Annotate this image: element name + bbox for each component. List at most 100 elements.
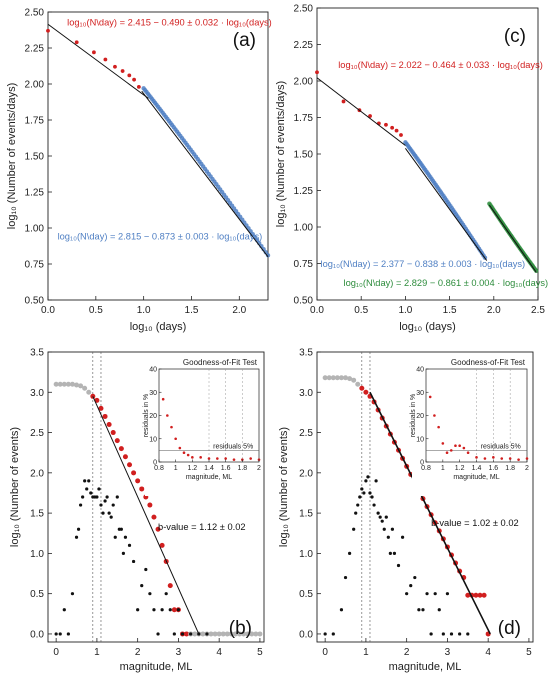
- residual-point: [466, 451, 470, 455]
- plot-frame: [316, 351, 534, 643]
- noncumulative-point: [180, 632, 185, 636]
- y-tick-label: 3.5: [299, 348, 313, 359]
- x-tick-label: 2.0: [232, 305, 246, 316]
- noncumulative-point: [358, 495, 362, 499]
- cumulative-point: [208, 631, 214, 637]
- residual-point: [178, 446, 182, 450]
- noncumulative-point: [343, 575, 348, 580]
- fit-equation: log₁₀(N\day) = 2.415 − 0.490 ± 0.032 · l…: [67, 18, 272, 28]
- y-tick-label: 1.25: [294, 186, 314, 197]
- cumulative-point: [155, 526, 161, 532]
- data-point: [534, 268, 539, 273]
- cumulative-point: [355, 381, 361, 387]
- noncumulative-point: [164, 592, 168, 596]
- residual-point: [441, 442, 445, 445]
- fit-equation: log₁₀(N\day) = 2.377 − 0.838 ± 0.003 · l…: [321, 259, 526, 269]
- cumulative-point: [347, 376, 353, 382]
- noncumulative-point: [433, 592, 437, 596]
- noncumulative-point: [323, 632, 327, 636]
- inset-x-tick-label: 1.8: [505, 465, 515, 472]
- fit-line: [141, 90, 269, 258]
- noncumulative-point: [87, 479, 91, 483]
- inset-x-tick-label: 0.8: [421, 465, 431, 472]
- y-tick-label: 0.5: [30, 589, 44, 600]
- panel-b: 0 1 2 3 4 5 0.0 0.5 1.0 1.5 2.0 2.5 3.0 3.5 b-value = …: [9, 348, 265, 673]
- inset-x-tick-label: 1.2: [455, 465, 465, 472]
- y-tick-label: 2.50: [25, 8, 45, 19]
- y-tick-label: 2.00: [294, 77, 314, 88]
- residual-point: [525, 457, 529, 460]
- cumulative-point: [253, 631, 259, 637]
- inset-x-label: magnitude, ML: [453, 474, 499, 481]
- plot-frame: [47, 11, 269, 301]
- cumulative-point: [330, 375, 336, 381]
- inset-x-tick-label: 1.4: [204, 465, 214, 472]
- cumulative-point: [359, 385, 365, 391]
- noncumulative-point: [360, 487, 364, 491]
- noncumulative-point: [107, 511, 111, 515]
- y-tick-label: 2.0: [30, 468, 44, 479]
- fit-equation: log₁₀(N\day) = 2.829 − 0.861 ± 0.004 · l…: [344, 278, 549, 288]
- y-axis-label: log₁₀ (Number of events): [278, 427, 290, 547]
- cumulative-point: [477, 592, 483, 598]
- noncumulative-point: [131, 559, 136, 564]
- fit-line: [47, 23, 149, 99]
- noncumulative-point: [119, 527, 123, 531]
- noncumulative-point: [70, 592, 75, 596]
- cumulative-point: [184, 631, 190, 637]
- noncumulative-point: [172, 632, 176, 636]
- fit-line: [404, 148, 488, 261]
- y-tick-label: 0.75: [294, 259, 314, 270]
- x-tick-label: 4: [216, 647, 222, 658]
- noncumulative-point: [101, 511, 105, 515]
- noncumulative-point: [83, 479, 87, 483]
- noncumulative-point: [136, 608, 140, 612]
- y-axis-label: log₁₀ (Number of events/days): [6, 83, 18, 229]
- y-tick-label: 3.0: [30, 388, 44, 399]
- noncumulative-point: [62, 608, 66, 612]
- residual-point: [216, 457, 219, 460]
- inset-y-tick-label: 20: [416, 413, 424, 420]
- cumulative-point: [82, 385, 88, 391]
- y-axis-label: log₁₀ (Number of events/days): [275, 81, 287, 227]
- noncumulative-point: [54, 632, 58, 636]
- y-tick-label: 2.25: [25, 44, 45, 55]
- residual-point: [191, 456, 194, 459]
- inset-x-label: magnitude, ML: [186, 474, 232, 481]
- cumulative-point: [473, 592, 479, 598]
- cumulative-point: [338, 375, 344, 381]
- residual-point: [224, 457, 227, 460]
- noncumulative-point: [417, 608, 421, 612]
- cumulative-point: [343, 375, 349, 381]
- residual-point: [186, 453, 190, 457]
- fit-equation: log₁₀(N\day) = 2.815 − 0.873 ± 0.003 · l…: [58, 232, 263, 242]
- noncumulative-point: [99, 503, 103, 507]
- noncumulative-point: [176, 608, 181, 612]
- threshold-label: residuals 5%: [481, 443, 521, 450]
- inset-y-tick-label: 10: [149, 436, 157, 443]
- cumulative-point: [159, 542, 165, 548]
- noncumulative-point: [372, 503, 376, 507]
- data-point: [127, 73, 132, 78]
- x-tick-label: 0: [322, 647, 328, 658]
- inset-x-tick-label: 2: [257, 465, 261, 472]
- cumulative-point: [114, 438, 120, 444]
- residual-point: [170, 425, 173, 429]
- x-tick-label: 0: [53, 647, 59, 658]
- residual-point: [458, 444, 461, 448]
- inset-x-tick-label: 1: [441, 465, 445, 472]
- cumulative-point: [363, 389, 369, 395]
- noncumulative-point: [374, 479, 378, 483]
- cumulative-point: [86, 389, 92, 395]
- noncumulative-point: [95, 495, 99, 499]
- cumulative-point: [216, 631, 222, 637]
- panel-a: 0.0 0.5 1.0 1.5 2.0 0.50 0.75 1.00 1.25 1.50 1.75 2…: [6, 8, 272, 334]
- noncumulative-point: [140, 584, 144, 588]
- residual-point: [475, 456, 478, 459]
- data-point: [263, 250, 268, 255]
- data-point: [132, 77, 136, 82]
- noncumulative-point: [66, 632, 70, 636]
- residual-point: [483, 457, 487, 460]
- noncumulative-point: [429, 632, 433, 636]
- inset-x-tick-label: 1.6: [488, 465, 498, 472]
